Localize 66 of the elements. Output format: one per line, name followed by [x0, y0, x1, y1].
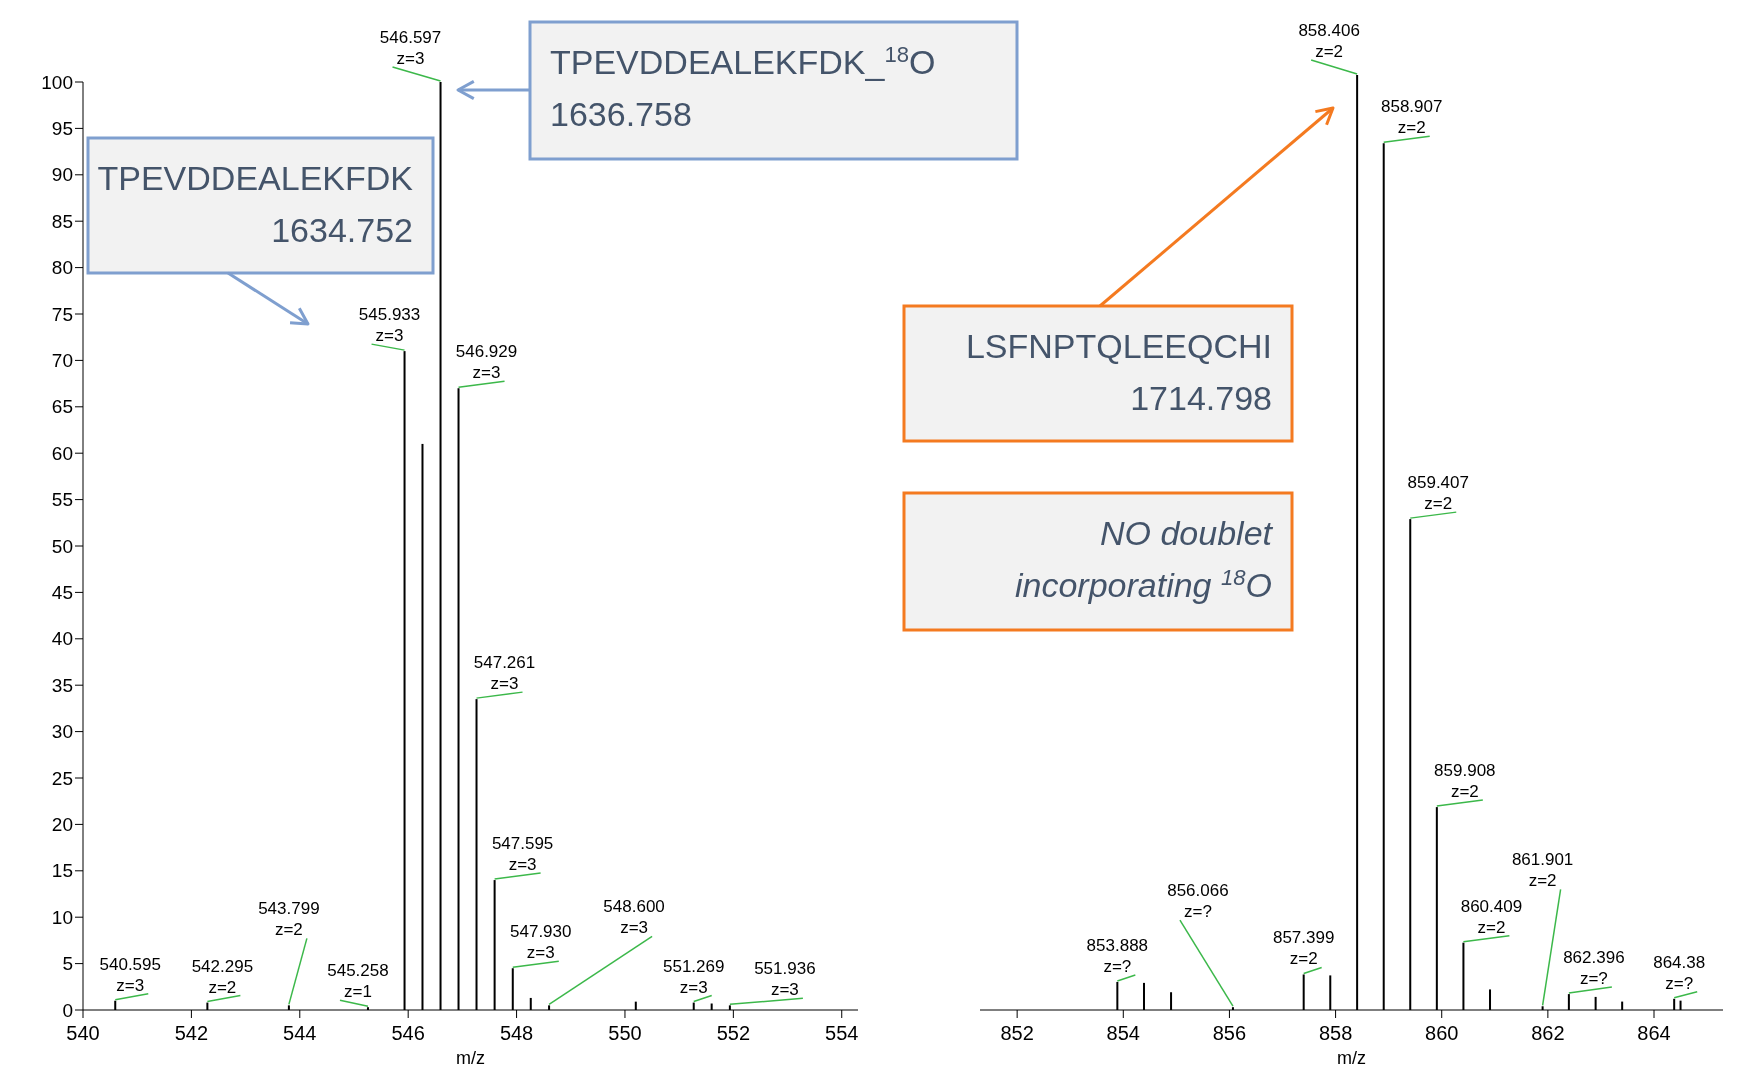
x-tick-label: 854: [1106, 1022, 1140, 1044]
x-tick-label: 856: [1212, 1022, 1247, 1044]
annotation: 862.396 z=?: [1563, 948, 1625, 989]
x-tick-label: 546: [391, 1022, 425, 1044]
x-tick-label: 860: [1425, 1022, 1459, 1044]
annotation: 860.409 z=2: [1460, 896, 1523, 937]
y-tick-label: 5: [62, 953, 73, 975]
y-tick-label: 50: [51, 535, 73, 557]
y-tick-label: 20: [51, 814, 73, 836]
y-tick-label: 35: [51, 674, 73, 696]
x-axis-title: m/z: [456, 1048, 485, 1068]
annotation: 547.261 z=3: [473, 653, 536, 694]
x-tick-label: 540: [66, 1022, 100, 1044]
annotation: 859.407 z=2: [1407, 473, 1469, 514]
annotation: 548.600 z=3: [603, 897, 665, 938]
y-tick-label: 70: [51, 350, 73, 372]
y-tick-label: 100: [41, 71, 73, 93]
annotation: 551.936 z=3: [754, 959, 816, 1000]
y-tick-label: 80: [51, 257, 73, 279]
y-tick-label: 30: [51, 721, 73, 743]
annotation: 856.066 z=?: [1167, 881, 1229, 922]
y-tick-label: 40: [51, 628, 73, 650]
annotation: 547.930 z=3: [510, 922, 572, 963]
annotation: 551.269 z=3: [663, 956, 725, 997]
y-tick-label: 25: [51, 767, 73, 789]
y-tick-label: 65: [51, 396, 73, 418]
annotation: 858.406 z=2: [1298, 21, 1360, 61]
y-tick-label: 75: [51, 303, 73, 325]
annotation: 546.597 z=3: [379, 28, 442, 68]
annotation: 859.908 z=2: [1434, 761, 1496, 802]
annotation: 545.258 z=1: [327, 961, 389, 1002]
annotation: 864.38 z=?: [1653, 952, 1706, 993]
annotation: 858.907 z=2: [1380, 97, 1443, 138]
annotation: 853.888 z=?: [1086, 935, 1149, 976]
annotation: LSFNPTQLEEQCHI 1714.798: [965, 327, 1272, 417]
y-tick-label: 15: [51, 860, 73, 882]
x-tick-label: 858: [1318, 1022, 1353, 1044]
y-tick-label: 45: [51, 582, 73, 604]
annotation: 542.295 z=2: [191, 956, 254, 997]
y-tick-label: 55: [51, 489, 73, 511]
annotation: 857.399 z=2: [1272, 928, 1335, 969]
annotation: 861.901 z=2: [1511, 850, 1574, 891]
y-tick-label: 60: [51, 442, 73, 464]
x-tick-label: 864: [1637, 1022, 1671, 1044]
x-tick-label: 862: [1531, 1022, 1565, 1044]
x-tick-label: 544: [283, 1022, 317, 1044]
annotation: 547.595 z=3: [491, 834, 554, 875]
x-tick-label: 548: [499, 1022, 534, 1044]
y-tick-label: 85: [51, 210, 73, 232]
annotation: NO doublet incorporating $^{18}$O: [1014, 514, 1274, 604]
text: TPEVDDEALEKFDK_$^{18}$O 1636.758: [550, 41, 936, 133]
annotation: 545.933 z=3: [358, 305, 421, 346]
annotation: 546.929 z=3: [455, 342, 518, 383]
y-tick-label: 90: [51, 164, 73, 186]
annotation: TPEVDDEALEKFDK 1634.752: [97, 159, 414, 249]
x-tick-label: 852: [1000, 1022, 1034, 1044]
x-axis-title: m/z: [1337, 1048, 1366, 1068]
y-tick-label: 0: [62, 999, 73, 1021]
y-tick-label: 10: [51, 906, 73, 928]
x-tick-label: 552: [716, 1022, 751, 1044]
annotation: 540.595 z=3: [99, 954, 161, 995]
annotation: 543.799 z=2: [258, 899, 320, 940]
y-tick-label: 95: [51, 118, 73, 140]
x-tick-label: 554: [825, 1022, 859, 1044]
x-tick-label: 542: [174, 1022, 209, 1044]
x-tick-label: 550: [608, 1022, 642, 1044]
